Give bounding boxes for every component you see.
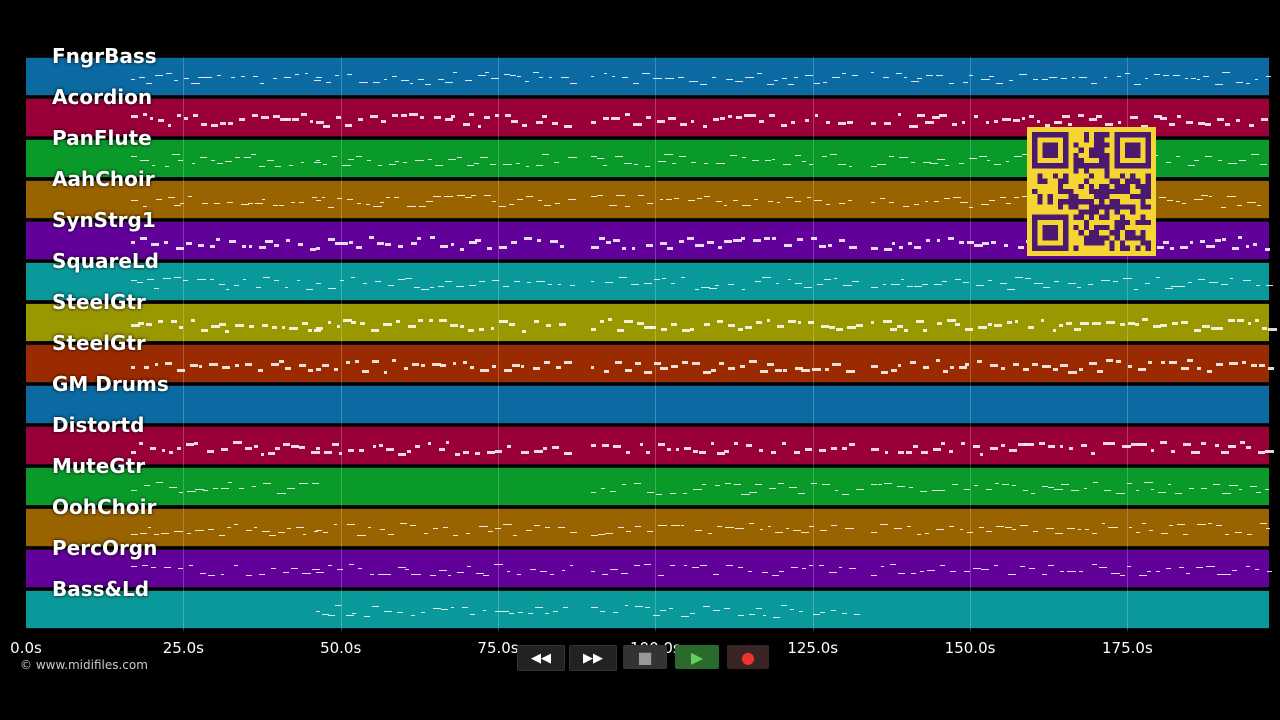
time-tick-label: 25.0s [162,639,204,657]
stop-icon: ■ [637,647,653,667]
track-name-label: SynStrg1 [52,208,156,232]
track-lane[interactable] [26,344,1275,383]
track-name-label: SquareLd [52,249,159,273]
track-name-label: AahChoir [52,167,155,191]
time-tick-label: 175.0s [1102,639,1153,657]
fast-forward-icon: ▶▶ [583,650,603,666]
track-lane[interactable] [26,262,1274,301]
time-grid-line [340,57,342,631]
note-marks [26,427,1274,464]
note-marks [26,58,1271,95]
track-name-label: OohChoir [52,495,157,519]
track-name-label: SteelGtr [52,290,146,314]
time-tick-label: 125.0s [787,639,839,657]
note-marks [26,345,1275,382]
track-lane[interactable] [26,508,1271,547]
note-marks [26,591,1269,628]
fast-forward-button[interactable]: ▶▶ [569,645,617,671]
track-lane[interactable] [26,385,1269,424]
track-name-label: GM Drums [52,372,169,396]
time-tick-label: 150.0s [944,639,996,657]
track-lane[interactable] [26,467,1270,506]
time-grid-line [183,57,185,631]
track-name-label: SteelGtr [52,331,146,355]
track-lane[interactable] [26,590,1269,629]
note-marks [26,468,1270,505]
note-marks [26,99,1269,136]
rewind-icon: ◀◀ [531,650,551,666]
note-marks [26,509,1271,546]
stop-button[interactable]: ■ [623,645,667,669]
play-button[interactable]: ▶ [675,645,719,669]
record-button[interactable]: ● [727,645,769,669]
track-lane[interactable] [26,549,1273,588]
note-marks [26,304,1277,341]
track-name-label: PercOrgn [52,536,158,560]
time-tick-label: 50.0s [320,639,362,657]
track-name-label: Bass&Ld [52,577,150,601]
record-icon: ● [741,647,755,667]
time-grid-line [655,57,657,631]
time-tick-label: 75.0s [477,639,519,657]
track-name-label: FngrBass [52,44,157,68]
track-name-label: PanFlute [52,126,152,150]
qr-code [1027,127,1156,256]
time-grid-line [970,57,972,631]
note-marks [26,263,1274,300]
track-lane[interactable] [26,303,1277,342]
track-lane[interactable] [26,57,1271,96]
time-grid-line [812,57,814,631]
transport-controls: ◀◀ ▶▶ ■ ▶ ● [511,643,769,671]
track-name-label: MuteGtr [52,454,146,478]
time-tick-label: 0.0s [10,639,42,657]
note-marks [26,550,1273,587]
rewind-button[interactable]: ◀◀ [517,645,565,671]
time-grid-line [1127,57,1129,631]
note-marks [26,386,1269,423]
track-lane[interactable] [26,426,1274,465]
track-name-label: Acordion [52,85,153,109]
play-icon: ▶ [690,647,704,667]
copyright-text: © www.midifiles.com [20,658,148,672]
time-grid-line [498,57,500,631]
track-name-label: Distortd [52,413,145,437]
